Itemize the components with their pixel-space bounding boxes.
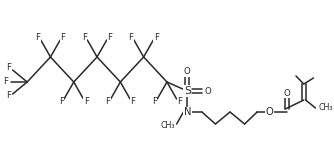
Text: CH₃: CH₃ xyxy=(318,103,333,113)
Text: F: F xyxy=(84,98,89,106)
Text: O: O xyxy=(284,88,291,98)
Text: F: F xyxy=(105,98,110,106)
Text: F: F xyxy=(82,33,87,42)
Text: F: F xyxy=(59,98,64,106)
Text: F: F xyxy=(35,33,40,42)
Text: F: F xyxy=(131,98,136,106)
Text: S: S xyxy=(184,86,191,96)
Text: O: O xyxy=(266,107,274,117)
Text: F: F xyxy=(177,98,182,106)
Text: F: F xyxy=(60,33,65,42)
Text: F: F xyxy=(6,92,11,100)
Text: N: N xyxy=(184,107,191,117)
Text: CH₃: CH₃ xyxy=(160,120,175,130)
Text: F: F xyxy=(6,64,11,72)
Text: F: F xyxy=(152,98,157,106)
Text: F: F xyxy=(3,78,8,86)
Text: O: O xyxy=(184,67,191,77)
Text: O: O xyxy=(204,86,211,96)
Text: F: F xyxy=(107,33,112,42)
Text: F: F xyxy=(154,33,159,42)
Text: F: F xyxy=(129,33,134,42)
